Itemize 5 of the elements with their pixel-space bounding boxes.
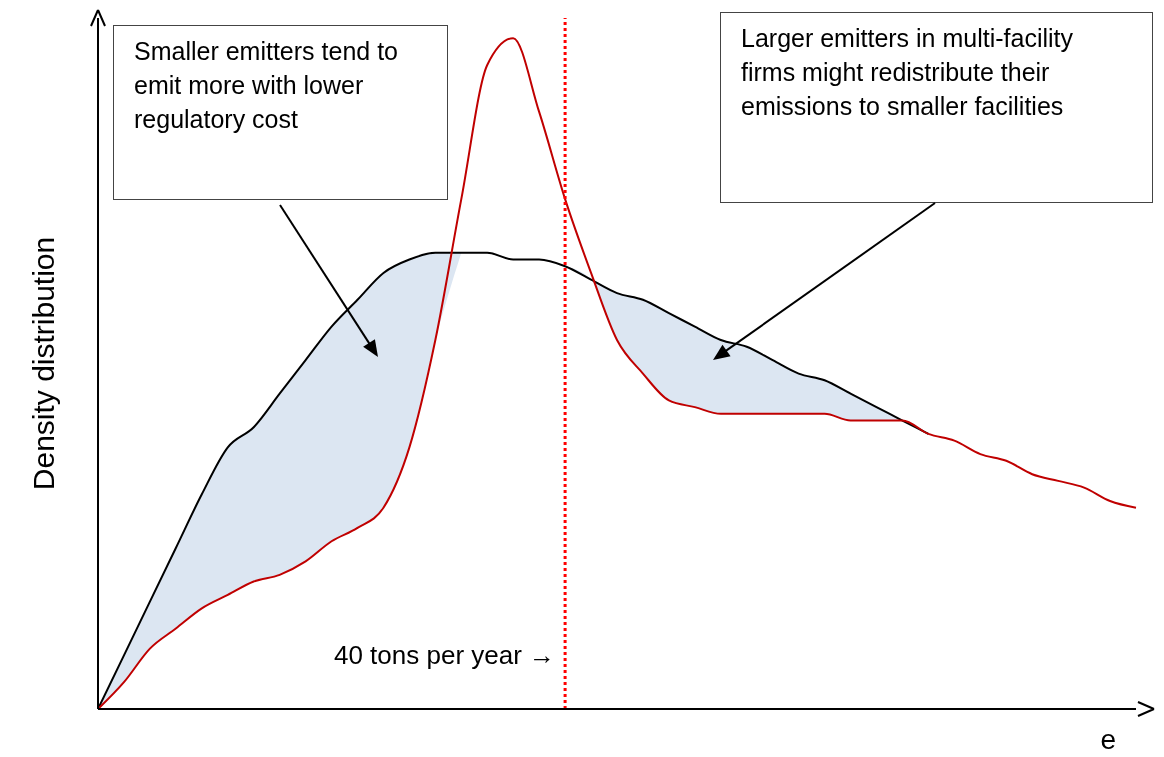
annotation: 40 tons per year → xyxy=(333,640,556,670)
y-axis-title: Density distribution xyxy=(26,236,60,491)
text-box: Smaller emitters tend to emit more with lower regulatory cost xyxy=(113,25,448,200)
text-box: Larger emitters in multi-facility firms might redistribute their emissions to smaller facilities xyxy=(720,12,1153,203)
x-axis-title: e xyxy=(1100,724,1116,755)
